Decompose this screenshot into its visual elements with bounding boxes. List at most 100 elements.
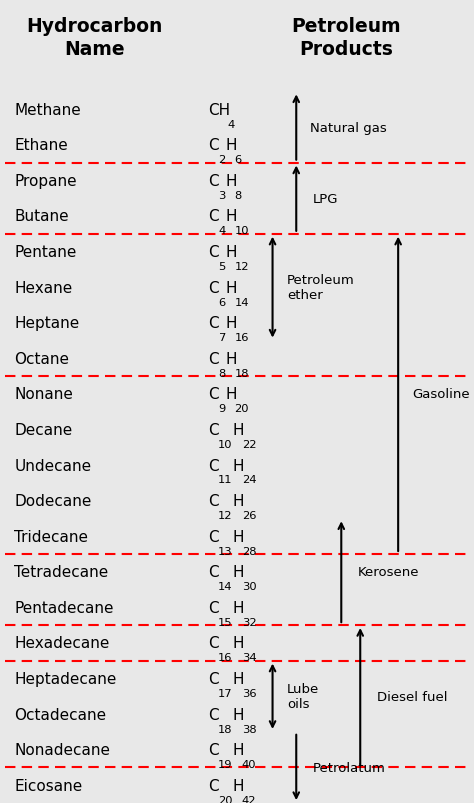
Text: H: H — [232, 422, 244, 438]
Text: 38: 38 — [242, 724, 256, 734]
Text: CH: CH — [209, 103, 231, 117]
Text: H: H — [232, 636, 244, 650]
Text: Dodecane: Dodecane — [14, 494, 91, 508]
Text: Decane: Decane — [14, 422, 73, 438]
Text: Methane: Methane — [14, 103, 81, 117]
Text: Octadecane: Octadecane — [14, 707, 106, 722]
Text: 8: 8 — [218, 369, 225, 378]
Text: 36: 36 — [242, 688, 256, 698]
Text: C: C — [209, 707, 219, 722]
Text: C: C — [209, 210, 219, 224]
Text: Tridecane: Tridecane — [14, 529, 88, 544]
Text: Pentadecane: Pentadecane — [14, 600, 114, 615]
Text: C: C — [209, 742, 219, 757]
Text: 16: 16 — [235, 332, 249, 343]
Text: Petroleum
Products: Petroleum Products — [291, 18, 401, 59]
Text: 15: 15 — [218, 617, 233, 627]
Text: C: C — [209, 280, 219, 296]
Text: H: H — [225, 387, 237, 402]
Text: Tetradecane: Tetradecane — [14, 565, 109, 580]
Text: H: H — [232, 529, 244, 544]
Text: 3: 3 — [218, 190, 226, 201]
Text: Kerosene: Kerosene — [358, 565, 419, 578]
Text: H: H — [232, 671, 244, 686]
Text: 14: 14 — [235, 297, 249, 308]
Text: 16: 16 — [218, 653, 233, 662]
Text: H: H — [232, 600, 244, 615]
Text: 28: 28 — [242, 546, 256, 556]
Text: Nonane: Nonane — [14, 387, 73, 402]
Text: C: C — [209, 352, 219, 366]
Text: 10: 10 — [235, 226, 249, 236]
Text: 6: 6 — [235, 155, 242, 165]
Text: H: H — [225, 210, 237, 224]
Text: Nonadecane: Nonadecane — [14, 742, 110, 757]
Text: C: C — [209, 671, 219, 686]
Text: C: C — [209, 778, 219, 793]
Text: H: H — [225, 245, 237, 259]
Text: 11: 11 — [218, 475, 233, 485]
Text: Petrolatum: Petrolatum — [313, 761, 386, 774]
Text: 34: 34 — [242, 653, 256, 662]
Text: C: C — [209, 458, 219, 473]
Text: 13: 13 — [218, 546, 233, 556]
Text: 20: 20 — [235, 404, 249, 414]
Text: C: C — [209, 138, 219, 153]
Text: 26: 26 — [242, 511, 256, 520]
Text: H: H — [225, 138, 237, 153]
Text: Undecane: Undecane — [14, 458, 91, 473]
Text: Butane: Butane — [14, 210, 69, 224]
Text: C: C — [209, 316, 219, 331]
Text: Hydrocarbon
Name: Hydrocarbon Name — [27, 18, 163, 59]
Text: LPG: LPG — [313, 193, 338, 206]
Text: Diesel fuel: Diesel fuel — [377, 690, 447, 703]
Text: H: H — [225, 352, 237, 366]
Text: C: C — [209, 173, 219, 189]
Text: 9: 9 — [218, 404, 225, 414]
Text: H: H — [225, 316, 237, 331]
Text: 18: 18 — [235, 369, 249, 378]
Text: C: C — [209, 600, 219, 615]
Text: 8: 8 — [235, 190, 242, 201]
Text: H: H — [232, 494, 244, 508]
Text: H: H — [232, 742, 244, 757]
Text: C: C — [209, 636, 219, 650]
Text: H: H — [232, 707, 244, 722]
Text: 10: 10 — [218, 439, 233, 450]
Text: Petroleum
ether: Petroleum ether — [287, 274, 355, 302]
Text: C: C — [209, 529, 219, 544]
Text: 22: 22 — [242, 439, 256, 450]
Text: 20: 20 — [218, 795, 233, 803]
Text: Propane: Propane — [14, 173, 77, 189]
Text: 32: 32 — [242, 617, 256, 627]
Text: C: C — [209, 494, 219, 508]
Text: C: C — [209, 245, 219, 259]
Text: C: C — [209, 422, 219, 438]
Text: 18: 18 — [218, 724, 233, 734]
Text: C: C — [209, 387, 219, 402]
Text: Lube
oils: Lube oils — [287, 683, 319, 711]
Text: 5: 5 — [218, 262, 226, 271]
Text: 24: 24 — [242, 475, 256, 485]
Text: H: H — [225, 173, 237, 189]
Text: 30: 30 — [242, 581, 256, 592]
Text: H: H — [232, 565, 244, 580]
Text: Eicosane: Eicosane — [14, 778, 82, 793]
Text: H: H — [225, 280, 237, 296]
Text: 12: 12 — [218, 511, 233, 520]
Text: H: H — [232, 778, 244, 793]
Text: C: C — [209, 565, 219, 580]
Text: 14: 14 — [218, 581, 233, 592]
Text: 7: 7 — [218, 332, 226, 343]
Text: Heptane: Heptane — [14, 316, 80, 331]
Text: 4: 4 — [218, 226, 225, 236]
Text: Natural gas: Natural gas — [310, 121, 387, 134]
Text: 40: 40 — [242, 759, 256, 769]
Text: Octane: Octane — [14, 352, 69, 366]
Text: Heptadecane: Heptadecane — [14, 671, 117, 686]
Text: 6: 6 — [218, 297, 225, 308]
Text: Hexadecane: Hexadecane — [14, 636, 109, 650]
Text: H: H — [232, 458, 244, 473]
Text: Ethane: Ethane — [14, 138, 68, 153]
Text: 17: 17 — [218, 688, 233, 698]
